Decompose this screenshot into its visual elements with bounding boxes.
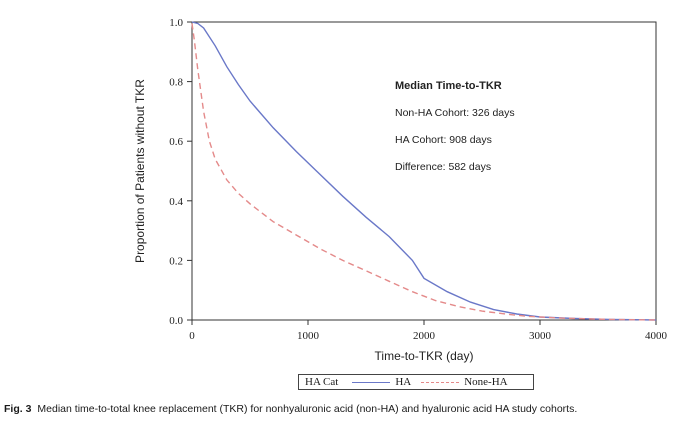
- caption-label: Fig. 3: [4, 403, 32, 415]
- annotation-title: Median Time-to-TKR: [395, 80, 502, 92]
- y-tick-label: 0.2: [169, 255, 183, 267]
- x-tick-label: 3000: [529, 330, 552, 342]
- annotation-line: Non-HA Cohort: 326 days: [395, 107, 515, 119]
- y-tick-label: 0.0: [169, 315, 183, 327]
- annotation-line: Difference: 582 days: [395, 161, 491, 173]
- x-tick-label: 1000: [297, 330, 320, 342]
- legend-title: HA Cat: [305, 376, 339, 388]
- y-tick-label: 0.4: [169, 196, 183, 208]
- y-tick-label: 1.0: [169, 17, 183, 29]
- figure-caption: Fig. 3 Median time-to-total knee replacem…: [4, 403, 698, 415]
- annotation-line: HA Cohort: 908 days: [395, 134, 492, 146]
- series-line-ha: [191, 21, 657, 321]
- series-line-none-ha: [191, 23, 657, 321]
- y-tick-label: 0.8: [169, 77, 183, 89]
- x-axis-label: Time-to-TKR (day): [375, 349, 474, 363]
- legend-label-none-ha: None-HA: [464, 376, 508, 388]
- legend-item-none-ha: None-HA: [417, 376, 508, 388]
- legend-swatch-ha: [352, 381, 391, 383]
- x-tick-label: 2000: [413, 330, 436, 342]
- chart: 0 1000 2000 3000 4000 0.0 0.2 0.4 0.6 0.8 1.0 Time-…: [133, 17, 668, 363]
- y-tick-label: 0.6: [169, 136, 183, 148]
- legend-label-ha: HA: [395, 376, 412, 388]
- legend-swatch-none-ha: [421, 381, 460, 383]
- x-tick-label: 4000: [645, 330, 668, 342]
- legend: HA Cat HA None-HA: [298, 374, 534, 390]
- legend-item-ha: HA: [348, 376, 411, 388]
- y-axis-label: Proportion of Patients without TKR: [133, 79, 147, 263]
- caption-text: Median time-to-total knee replacement (T…: [37, 403, 578, 415]
- x-tick-label: 0: [189, 330, 195, 342]
